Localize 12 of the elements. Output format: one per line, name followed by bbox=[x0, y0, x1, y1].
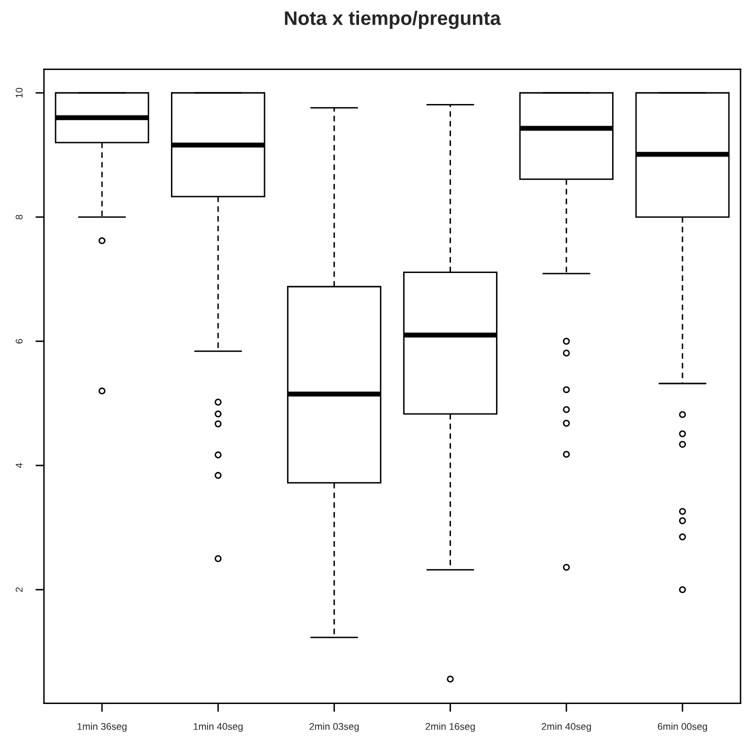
y-tick-label: 10 bbox=[16, 88, 23, 98]
x-tick-label: 2min 40seg bbox=[542, 722, 591, 732]
x-tick-label: 1min 36seg bbox=[78, 722, 127, 732]
y-tick-label: 2 bbox=[16, 587, 22, 592]
chart-title: Nota x tiempo/pregunta bbox=[284, 10, 501, 29]
y-tick-label: 8 bbox=[16, 214, 23, 220]
y-tick-label: 6 bbox=[16, 338, 23, 344]
x-tick-label: 2min 16seg bbox=[426, 722, 475, 732]
y-tick-label: 4 bbox=[16, 463, 22, 468]
x-tick-label: 6min 00seg bbox=[658, 722, 707, 732]
x-tick-label: 1min 40seg bbox=[194, 722, 243, 732]
x-tick-label: 2min 03seg bbox=[310, 722, 359, 732]
